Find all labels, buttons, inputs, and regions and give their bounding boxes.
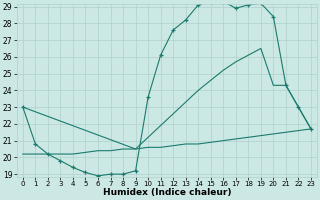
X-axis label: Humidex (Indice chaleur): Humidex (Indice chaleur): [103, 188, 231, 197]
